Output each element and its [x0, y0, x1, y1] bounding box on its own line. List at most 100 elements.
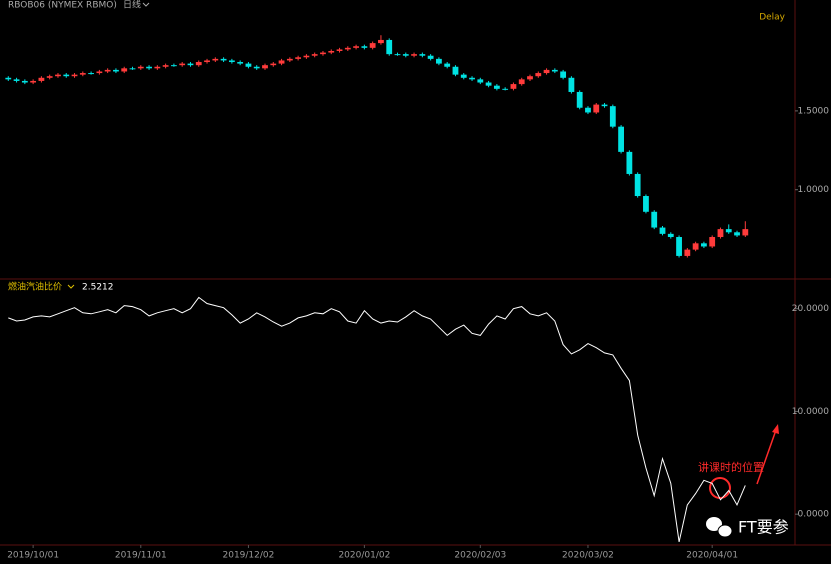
candle-body	[320, 52, 326, 55]
candle-body	[725, 229, 732, 233]
candle-body	[369, 43, 376, 48]
candle-body	[593, 104, 600, 113]
candle-body	[477, 79, 484, 83]
candle-body	[13, 79, 20, 81]
x-tick-label: 2019/11/01	[115, 551, 167, 561]
candle-body	[394, 54, 401, 56]
candle-body	[46, 76, 53, 78]
candle-body	[63, 74, 70, 77]
arrow-head	[772, 424, 779, 434]
candle-body	[535, 73, 542, 77]
candle-body	[353, 46, 359, 48]
candle-body	[55, 74, 61, 77]
candle-body	[104, 69, 111, 72]
x-tick-label: 2020/02/03	[454, 551, 506, 561]
candle-body	[742, 229, 749, 236]
candle-body	[361, 46, 368, 48]
candle-body	[502, 88, 509, 90]
x-tick-label: 2020/04/01	[686, 551, 738, 561]
candle-body	[527, 76, 533, 80]
candle-body	[411, 54, 417, 56]
candle-body	[452, 66, 459, 75]
y-tick-label: 1.0000	[798, 185, 830, 195]
candle-body	[129, 68, 136, 70]
candle-body	[311, 54, 318, 56]
dropdown-icon[interactable]	[67, 284, 75, 289]
ratio-line	[8, 296, 746, 543]
candle-body	[5, 77, 12, 80]
candle-body	[154, 66, 161, 69]
candle-body	[162, 65, 169, 67]
candle-body	[518, 79, 525, 85]
candle-body	[667, 233, 674, 238]
candle-body	[88, 73, 94, 75]
symbol: RBOB06 (NYMEX RBMO)	[8, 1, 117, 11]
candle-body	[560, 71, 567, 78]
candle-body	[344, 47, 351, 50]
candle-body	[568, 77, 575, 92]
watermark-icon	[706, 517, 733, 538]
candle-body	[146, 66, 152, 69]
candle-body	[245, 63, 252, 67]
candle-body	[336, 49, 343, 51]
period[interactable]: 日线	[123, 0, 141, 11]
x-tick-label: 2019/12/02	[223, 551, 275, 561]
candle-body	[79, 73, 86, 75]
candle-body	[262, 65, 268, 69]
candle-body	[709, 237, 716, 247]
candle-body	[618, 126, 624, 152]
y-tick-label: 0.0000	[798, 510, 830, 520]
candle-body	[386, 39, 393, 55]
candle-body	[626, 151, 633, 174]
candle-body	[121, 68, 128, 72]
candle-body	[551, 69, 558, 72]
candle-body	[684, 249, 691, 256]
candle-body	[286, 58, 293, 61]
candle-body	[270, 63, 277, 66]
candle-body	[187, 63, 194, 66]
candle-body	[113, 69, 119, 72]
candle-body	[30, 80, 37, 83]
y-tick-label: 20.0000	[792, 304, 829, 314]
watermark: FT要参	[738, 518, 789, 537]
candle-body	[460, 74, 467, 78]
candle-body	[38, 77, 45, 81]
candle-body	[651, 211, 658, 228]
candle-body	[510, 84, 517, 89]
candle-body	[485, 82, 492, 86]
candle-body	[402, 54, 409, 56]
x-tick-label: 2019/10/01	[7, 551, 59, 561]
candle-body	[427, 55, 434, 59]
candle-body	[692, 243, 699, 250]
delay-status: Delay	[759, 13, 785, 23]
candle-body	[21, 80, 28, 83]
candle-body	[378, 39, 384, 44]
candle-body	[253, 66, 260, 69]
annotation-arrow	[756, 429, 777, 485]
indicator-value: 2.5212	[82, 283, 114, 293]
candle-body	[493, 85, 500, 89]
candle-body	[643, 196, 649, 212]
candle-body	[701, 243, 707, 247]
candle-body	[295, 57, 302, 59]
candle-body	[179, 63, 186, 66]
candle-body	[212, 58, 219, 61]
candle-body	[220, 58, 227, 61]
candle-body	[659, 227, 666, 234]
candle-body	[71, 74, 78, 77]
dropdown-icon[interactable]	[142, 2, 150, 7]
candle-body	[436, 58, 442, 64]
candle-body	[585, 107, 591, 113]
candle-body	[278, 60, 285, 64]
candle-body	[137, 66, 144, 69]
candle-body	[609, 106, 616, 127]
candle-body	[734, 232, 740, 236]
candle-body	[204, 60, 210, 63]
candle-body	[303, 55, 310, 58]
x-tick-label: 2020/01/02	[338, 551, 390, 561]
candle-body	[328, 50, 335, 53]
candle-body	[576, 91, 583, 108]
candle-body	[717, 229, 724, 238]
x-tick-label: 2020/03/02	[562, 551, 614, 561]
